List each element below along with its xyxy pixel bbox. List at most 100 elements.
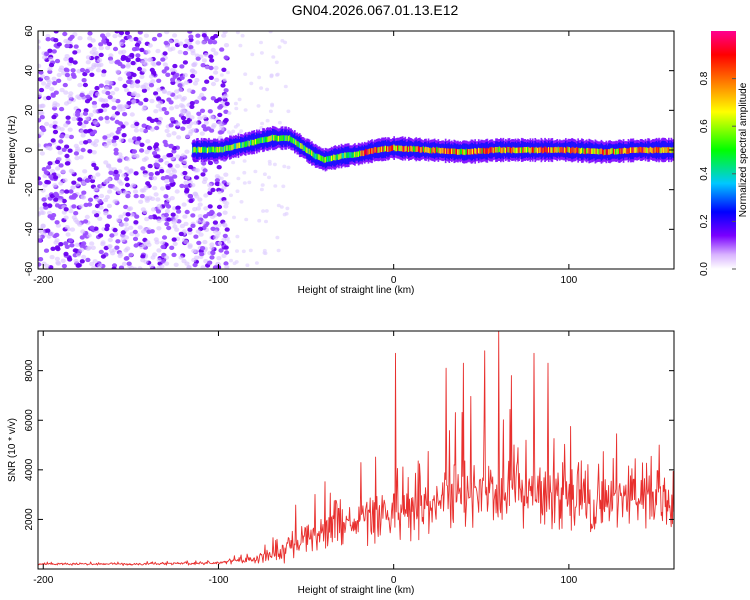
spectrogram-noise-cell: [281, 184, 286, 189]
spectrogram-noise-cell: [240, 33, 245, 38]
spectrogram-noise-cell: [126, 72, 132, 77]
spectrogram-noise-cell: [143, 97, 149, 103]
spectrogram-noise-cell: [38, 234, 42, 239]
spectrogram-noise-cell: [221, 33, 227, 38]
spectrogram-noise-cell: [63, 241, 69, 246]
spectrogram-signal-core: [254, 138, 257, 145]
spectrogram-noise-cell: [100, 254, 106, 259]
spectrogram-noise-cell: [178, 41, 184, 46]
spectrogram-signal-core: [406, 146, 409, 153]
spectrogram-noise-cell: [74, 155, 80, 161]
spectrogram-signal-core: [395, 145, 398, 152]
spectrogram-noise-cell: [169, 178, 175, 183]
spectrogram-signal-core: [285, 135, 288, 141]
spectrogram-signal-core: [313, 152, 316, 159]
spectrogram-noise-cell: [106, 214, 112, 219]
spectrogram-noise-cell: [203, 206, 209, 211]
spectrogram-signal-core: [661, 147, 664, 153]
spectrogram-noise-cell: [164, 128, 170, 134]
spectrogram-signal-core: [642, 147, 644, 153]
spectrogram-signal-core: [619, 148, 621, 154]
spectrogram-signal-core: [460, 148, 463, 155]
spectrogram-noise-cell: [201, 220, 207, 225]
spectrogram-noise-cell: [195, 219, 202, 224]
spectrogram-noise-cell: [226, 239, 231, 244]
spectrogram-noise-cell: [92, 120, 98, 125]
spectrogram-noise-cell: [223, 43, 230, 48]
spectrogram-noise-cell: [283, 84, 288, 89]
spectrogram-noise-cell: [82, 82, 88, 88]
spectrogram-noise-cell: [285, 206, 290, 211]
spectrogram-noise-cell: [101, 69, 107, 74]
spectrogram-noise-cell: [132, 189, 139, 194]
spectrogram-noise-cell: [38, 181, 43, 186]
spectrogram-noise-cell: [82, 169, 88, 174]
spectrogram-signal-core: [540, 146, 543, 153]
spectrogram-noise-cell: [222, 31, 228, 35]
spectrogram-noise-cell: [143, 156, 149, 161]
spectrogram-signal-core: [584, 148, 587, 155]
spectrogram-signal-core: [435, 147, 437, 154]
spectrogram-noise-cell: [95, 92, 101, 97]
spectrogram-noise-cell: [83, 108, 89, 113]
spectrogram-signal-core: [633, 147, 636, 153]
spectrogram-noise-cell: [267, 175, 271, 180]
spectrogram-noise-cell: [182, 60, 188, 65]
spectrogram-noise-cell: [106, 177, 112, 182]
spectrogram-signal-core: [242, 142, 245, 148]
spectrogram-noise-cell: [59, 87, 65, 93]
spectrogram-signal-core: [193, 146, 196, 153]
spectrogram-noise-cell: [160, 57, 166, 62]
spectrogram-signal-core: [276, 135, 279, 142]
spectrogram-noise-cell: [259, 51, 264, 55]
spectrogram-noise-cell: [85, 257, 91, 263]
spectrogram-noise-cell: [84, 68, 90, 74]
spectrogram-noise-cell: [190, 183, 196, 188]
spectrogram-ylabel: Frequency (Hz): [7, 116, 18, 185]
spectrogram-noise-cell: [139, 142, 145, 147]
spectrogram-noise-cell: [217, 112, 223, 118]
spectrogram-noise-cell: [87, 202, 93, 207]
spectrogram-signal-core: [244, 141, 247, 148]
spectrogram-signal-core: [205, 147, 208, 154]
spectrogram-signal-core: [240, 142, 242, 149]
spectrogram-signal-core: [409, 145, 411, 152]
spectrogram-noise-cell: [123, 256, 129, 261]
spectrogram-signal-core: [268, 136, 270, 142]
spectrogram-noise-cell: [148, 172, 154, 177]
spectrogram-noise-cell: [53, 90, 59, 95]
spectrogram-signal-core: [295, 139, 297, 146]
spectrogram-noise-cell: [193, 234, 199, 239]
spectrogram-noise-cell: [151, 70, 157, 75]
spectrogram-noise-cell: [57, 198, 63, 203]
snr-xtick-label: -200: [33, 575, 53, 586]
spectrogram-signal-core: [504, 147, 507, 154]
spectrogram-signal-core: [425, 146, 427, 153]
spectrogram-noise-cell: [81, 123, 87, 129]
spectrogram-signal-core: [634, 147, 637, 153]
spectrogram-noise-cell: [75, 252, 82, 258]
spectrogram-signal-core: [517, 147, 519, 154]
spectrogram-noise-cell: [121, 133, 127, 138]
spectrogram-noise-cell: [207, 260, 213, 265]
spectrogram-noise-cell: [221, 253, 227, 258]
spectrogram-noise-cell: [155, 48, 161, 54]
spectrogram-noise-cell: [208, 75, 214, 81]
spectrogram-signal-core: [203, 147, 205, 153]
spectrogram-signal-core: [349, 152, 351, 158]
spectrogram-signal-core: [527, 146, 529, 153]
spectrogram-signal-core: [324, 157, 327, 163]
spectrogram-noise-cell: [47, 203, 53, 208]
spectrogram-noise-cell: [87, 197, 94, 202]
spectrogram-noise-cell: [97, 263, 103, 268]
spectrogram-noise-cell: [55, 223, 62, 228]
spectrogram-noise-cell: [161, 69, 167, 74]
spectrogram-noise-cell: [235, 249, 239, 253]
spectrogram-signal-core: [248, 140, 251, 147]
colorbar-label: Normalized spectral amplitude: [738, 82, 749, 217]
spectrogram-noise-cell: [145, 181, 151, 186]
spectrogram-signal-core: [560, 147, 562, 153]
spectrogram-noise-cell: [180, 153, 186, 158]
spectrogram-noise-cell: [63, 67, 69, 72]
spectrogram-signal-core: [339, 153, 342, 160]
